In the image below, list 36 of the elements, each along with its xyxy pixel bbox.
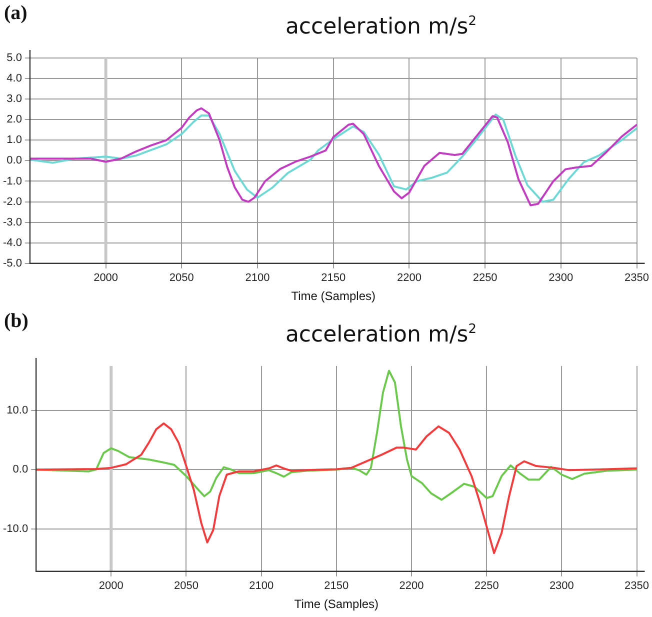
text: (a) bbox=[4, 2, 28, 25]
y-tick-label: 0.0 bbox=[6, 154, 22, 167]
chart-title: acceleration m/s$^{2}$ bbox=[285, 14, 477, 40]
y-tick-label: -3.0 bbox=[2, 216, 22, 228]
y-tick-label: 10.0 bbox=[6, 404, 28, 416]
x-tick-label: 2050 bbox=[174, 580, 198, 592]
x-tick-label: 2300 bbox=[549, 580, 574, 592]
y-tick-label: -1.0 bbox=[2, 175, 22, 188]
x-tick-label: 2000 bbox=[94, 272, 118, 284]
x-tick-label: 2200 bbox=[399, 580, 424, 592]
y-tick-label: -10.0 bbox=[2, 522, 28, 535]
x-axis-title: Time (Samples) bbox=[291, 289, 376, 304]
x-tick-label: 2250 bbox=[474, 580, 499, 592]
x-tick-label: 2250 bbox=[472, 272, 498, 284]
y-tick-label: 3.0 bbox=[6, 93, 22, 106]
x-axis-title: Time (Samples) bbox=[294, 597, 379, 612]
x-tick-label: 2350 bbox=[624, 580, 650, 592]
x-tick-label: 2150 bbox=[324, 580, 349, 592]
x-tick-label: 2150 bbox=[321, 272, 346, 284]
x-tick-label: 2000 bbox=[98, 580, 124, 592]
y-tick-label: 2.0 bbox=[6, 114, 22, 126]
y-tick-label: 0.0 bbox=[12, 464, 28, 476]
text: (b) bbox=[4, 310, 28, 333]
x-tick-label: 2050 bbox=[169, 272, 194, 284]
y-tick-label: -5.0 bbox=[2, 257, 22, 270]
x-tick-label: 2100 bbox=[245, 272, 270, 284]
chart-title: acceleration m/s$^{2}$ bbox=[285, 322, 477, 348]
y-tick-label: 4.0 bbox=[6, 72, 22, 85]
y-tick-label: 5.0 bbox=[6, 52, 22, 64]
x-tick-label: 2300 bbox=[548, 272, 574, 284]
x-tick-label: 2350 bbox=[624, 272, 650, 284]
x-tick-label: 2200 bbox=[396, 272, 422, 284]
x-tick-label: 2100 bbox=[249, 580, 274, 592]
y-tick-label: -4.0 bbox=[2, 236, 22, 249]
y-tick-label: -2.0 bbox=[2, 196, 22, 208]
y-tick-label: 1.0 bbox=[6, 134, 22, 146]
